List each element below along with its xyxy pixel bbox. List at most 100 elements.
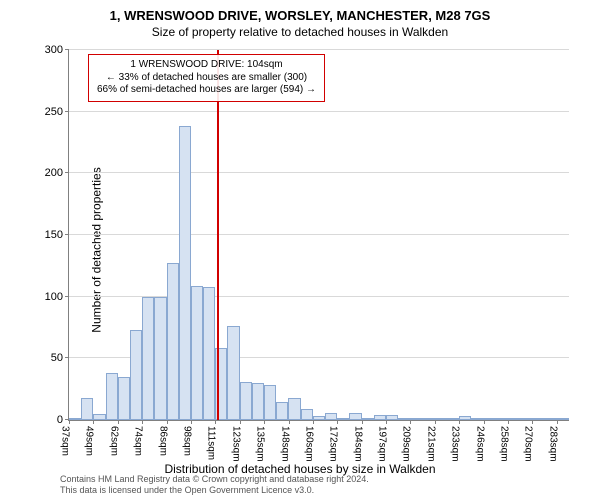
bar	[459, 416, 471, 420]
annotation-box: 1 WRENSWOOD DRIVE: 104sqm ← 33% of detac…	[88, 54, 325, 102]
xtick-mark	[69, 420, 70, 424]
bar	[410, 418, 422, 420]
xtick-label: 74sqm	[133, 426, 144, 456]
bar	[179, 126, 191, 420]
bar	[142, 297, 154, 420]
xtick-mark	[142, 420, 143, 424]
bar	[118, 377, 130, 420]
xtick-mark	[313, 420, 314, 424]
xtick-mark	[410, 420, 411, 424]
plot-inner: 05010015020025030037sqm49sqm62sqm74sqm86…	[68, 50, 569, 421]
xtick-mark	[362, 420, 363, 424]
bar	[362, 418, 374, 420]
ytick-label: 0	[57, 414, 63, 426]
bar	[191, 286, 203, 420]
ytick-label: 50	[51, 352, 63, 364]
bar	[252, 383, 264, 420]
bar	[398, 418, 410, 420]
xtick-label: 135sqm	[255, 426, 266, 462]
bar	[154, 297, 166, 420]
bar	[81, 398, 93, 420]
bar	[203, 287, 215, 420]
bar	[386, 415, 398, 420]
plot-area: 05010015020025030037sqm49sqm62sqm74sqm86…	[68, 50, 568, 420]
histogram-chart: 1, WRENSWOOD DRIVE, WORSLEY, MANCHESTER,…	[0, 0, 600, 500]
bar	[447, 418, 459, 420]
xtick-label: 233sqm	[450, 426, 461, 462]
bar	[288, 398, 300, 420]
xtick-label: 221sqm	[425, 426, 436, 462]
xtick-label: 111sqm	[206, 426, 217, 460]
xtick-mark	[93, 420, 94, 424]
bars-group	[69, 50, 569, 420]
xtick-mark	[557, 420, 558, 424]
bar	[422, 418, 434, 420]
xtick-label: 283sqm	[547, 426, 558, 462]
bar	[349, 413, 361, 420]
xtick-label: 37sqm	[60, 426, 71, 456]
xtick-label: 270sqm	[523, 426, 534, 462]
chart-title: 1, WRENSWOOD DRIVE, WORSLEY, MANCHESTER,…	[0, 0, 600, 23]
xtick-label: 172sqm	[328, 426, 339, 462]
reference-line	[217, 50, 219, 420]
xtick-mark	[118, 420, 119, 424]
bar	[227, 326, 239, 420]
xtick-mark	[167, 420, 168, 424]
credits-line2: This data is licensed under the Open Gov…	[60, 485, 369, 496]
bar	[483, 418, 495, 420]
xtick-label: 49sqm	[84, 426, 95, 456]
xtick-mark	[264, 420, 265, 424]
xtick-mark	[337, 420, 338, 424]
chart-subtitle: Size of property relative to detached ho…	[0, 25, 600, 39]
xtick-mark	[386, 420, 387, 424]
annotation-line2: ← 33% of detached houses are smaller (30…	[97, 72, 316, 85]
xtick-label: 98sqm	[181, 426, 192, 456]
bar	[130, 330, 142, 420]
bar	[520, 418, 532, 420]
xtick-label: 148sqm	[279, 426, 290, 462]
xtick-mark	[484, 420, 485, 424]
bar	[532, 418, 544, 420]
bar	[508, 418, 520, 420]
annotation-line1: 1 WRENSWOOD DRIVE: 104sqm	[97, 59, 316, 72]
xtick-label: 123sqm	[230, 426, 241, 462]
bar	[496, 418, 508, 420]
annotation-line3: 66% of semi-detached houses are larger (…	[97, 84, 316, 97]
xtick-label: 197sqm	[377, 426, 388, 462]
ytick-label: 250	[45, 106, 63, 118]
bar	[167, 263, 179, 420]
xtick-mark	[508, 420, 509, 424]
bar	[240, 382, 252, 420]
xtick-label: 160sqm	[303, 426, 314, 462]
xtick-mark	[459, 420, 460, 424]
bar	[544, 418, 556, 420]
xtick-mark	[532, 420, 533, 424]
bar	[337, 418, 349, 420]
ytick-label: 300	[45, 44, 63, 56]
credits: Contains HM Land Registry data © Crown c…	[60, 474, 369, 496]
bar	[471, 418, 483, 420]
xtick-label: 86sqm	[157, 426, 168, 456]
credits-line1: Contains HM Land Registry data © Crown c…	[60, 474, 369, 485]
bar	[264, 385, 276, 420]
xtick-mark	[191, 420, 192, 424]
ytick-label: 150	[45, 229, 63, 241]
bar	[69, 418, 81, 420]
xtick-mark	[240, 420, 241, 424]
bar	[313, 416, 325, 420]
xtick-label: 62sqm	[108, 426, 119, 456]
xtick-label: 258sqm	[499, 426, 510, 462]
xtick-mark	[435, 420, 436, 424]
xtick-label: 184sqm	[352, 426, 363, 462]
xtick-label: 246sqm	[474, 426, 485, 462]
bar	[325, 413, 337, 420]
bar	[557, 418, 569, 420]
bar	[301, 409, 313, 420]
bar	[106, 373, 118, 420]
ytick-label: 100	[45, 291, 63, 303]
xtick-mark	[215, 420, 216, 424]
bar	[374, 415, 386, 420]
ytick-label: 200	[45, 167, 63, 179]
bar	[276, 402, 288, 421]
xtick-mark	[289, 420, 290, 424]
